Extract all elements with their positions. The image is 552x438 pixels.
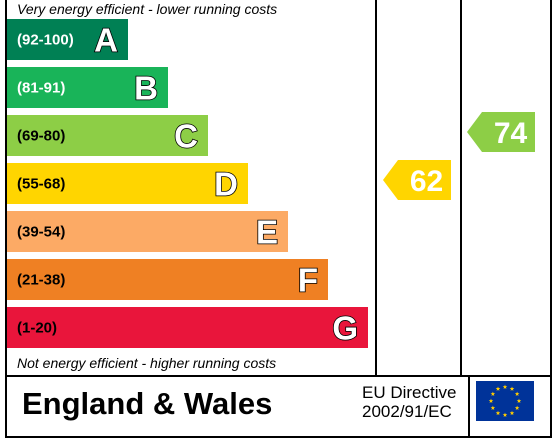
eu-flag-star bbox=[509, 386, 515, 391]
band-a: (92-100) A bbox=[7, 19, 128, 60]
band-c-range: (69-80) bbox=[17, 128, 65, 145]
band-g-bar bbox=[7, 307, 368, 348]
band-e-range: (39-54) bbox=[17, 224, 65, 241]
region-label: England & Wales bbox=[22, 386, 272, 421]
band-b: (81-91) B bbox=[7, 67, 168, 108]
band-g-range: (1-20) bbox=[17, 320, 57, 337]
band-d: (55-68) D bbox=[7, 163, 248, 204]
eu-flag-icon bbox=[476, 381, 534, 421]
band-b-range: (81-91) bbox=[17, 80, 65, 97]
rating-bands: (92-100) A (81-91) B (69-80) C (55-68) D (39-54)… bbox=[7, 19, 368, 348]
band-c-letter: C bbox=[174, 118, 198, 155]
potential-rating-value: 74 bbox=[494, 117, 528, 150]
current-rating-marker: 62 bbox=[383, 160, 451, 200]
eu-flag-star bbox=[495, 410, 501, 416]
eu-flag-star bbox=[509, 410, 515, 416]
current-rating-value: 62 bbox=[410, 165, 443, 198]
band-d-range: (55-68) bbox=[17, 176, 65, 193]
band-f-range: (21-38) bbox=[17, 272, 65, 289]
directive-line-2: 2002/91/EC bbox=[362, 402, 452, 421]
eu-flag-star bbox=[490, 405, 496, 410]
eu-flag-stars bbox=[488, 384, 522, 417]
band-c-bar bbox=[7, 115, 208, 156]
current-rating-arrow bbox=[383, 160, 451, 200]
eu-flag-star bbox=[502, 384, 508, 389]
eu-flag-star bbox=[514, 391, 520, 396]
band-c: (69-80) C bbox=[7, 115, 208, 156]
band-b-letter: B bbox=[134, 70, 158, 107]
eu-flag-star bbox=[514, 405, 520, 410]
top-caption: Very energy efficient - lower running co… bbox=[17, 1, 277, 17]
band-d-letter: D bbox=[214, 166, 238, 203]
eu-flag-star bbox=[495, 386, 501, 391]
chart-frame bbox=[5, 0, 552, 438]
band-f-letter: F bbox=[298, 262, 318, 299]
potential-rating-arrow bbox=[467, 112, 535, 152]
band-b-bar bbox=[7, 67, 168, 108]
directive-line-1: EU Directive bbox=[362, 383, 456, 402]
band-g-letter: G bbox=[332, 310, 358, 347]
eu-flag-star bbox=[516, 398, 522, 403]
band-e-letter: E bbox=[256, 214, 278, 251]
band-e: (39-54) E bbox=[7, 211, 288, 252]
band-a-bar bbox=[7, 19, 128, 60]
band-a-range: (92-100) bbox=[17, 32, 74, 49]
band-e-bar bbox=[7, 211, 288, 252]
band-f-bar bbox=[7, 259, 328, 300]
eu-flag-star bbox=[488, 398, 494, 403]
band-g: (1-20) G bbox=[7, 307, 368, 348]
band-d-bar bbox=[7, 163, 248, 204]
bottom-caption: Not energy efficient - higher running co… bbox=[17, 355, 276, 371]
eu-flag-star bbox=[502, 412, 508, 417]
band-a-letter: A bbox=[94, 22, 118, 59]
band-f: (21-38) F bbox=[7, 259, 328, 300]
potential-rating-marker: 74 bbox=[467, 112, 535, 152]
eu-flag-star bbox=[490, 391, 496, 396]
chart-outer-border bbox=[5, 0, 552, 438]
